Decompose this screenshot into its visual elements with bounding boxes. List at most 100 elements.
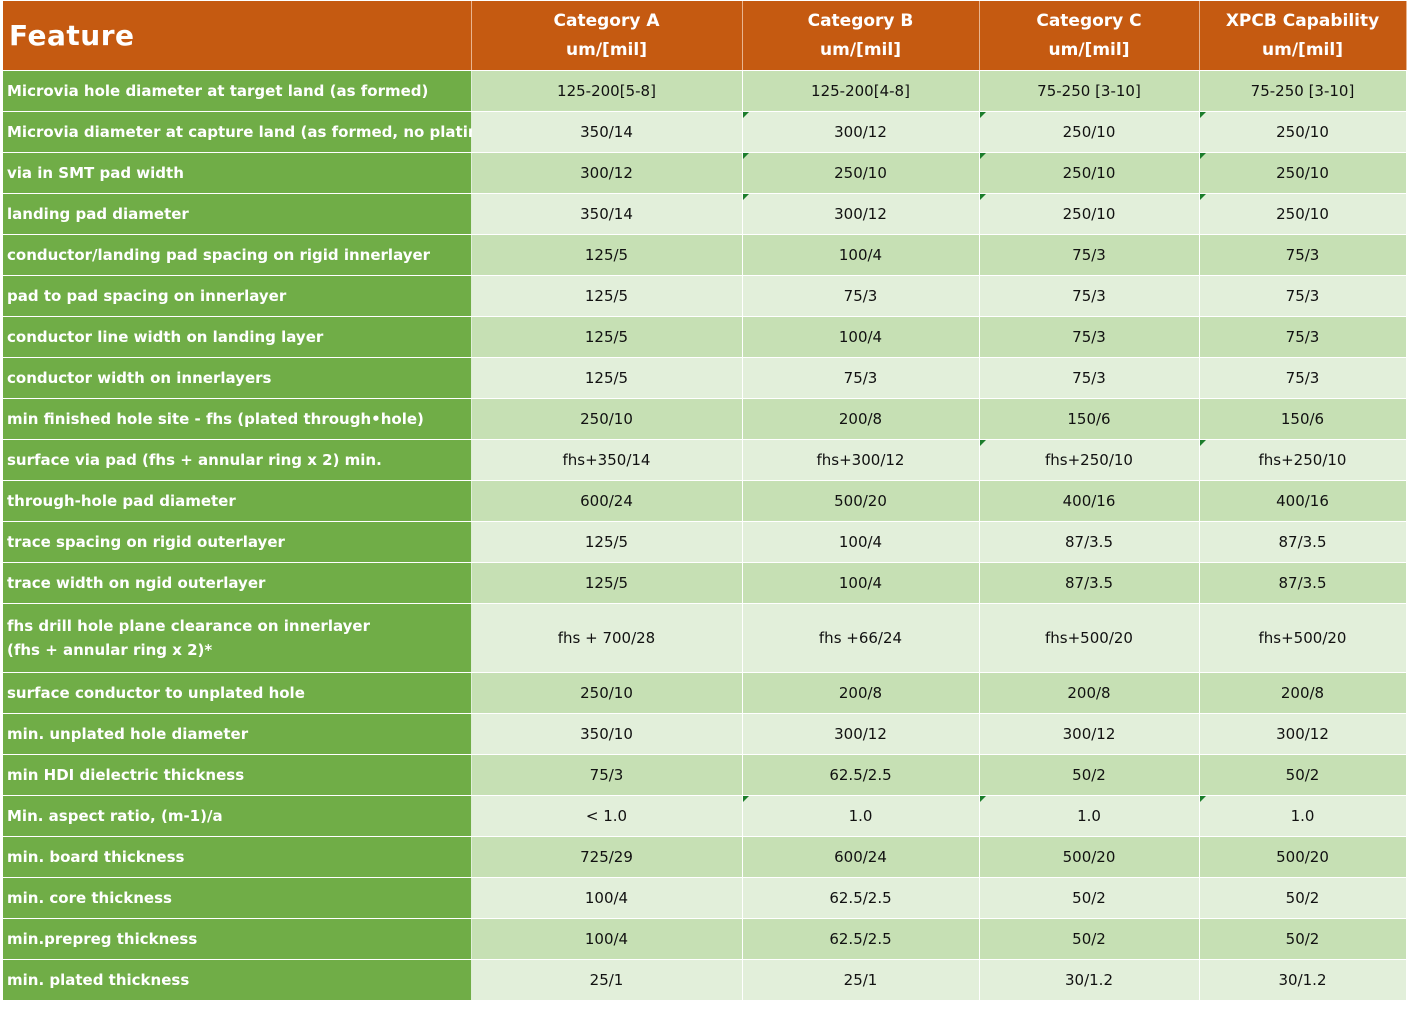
feature-cell[interactable]: Microvia hole diameter at target land (a… [3, 70, 472, 112]
value-cell-category-c[interactable]: 75/3 [979, 316, 1200, 358]
value-cell-category-c[interactable]: 75-250 [3-10] [979, 70, 1200, 112]
value-cell-category-a[interactable]: 125/5 [471, 521, 743, 563]
cell-comment-triangle-icon[interactable] [742, 194, 749, 200]
value-cell-category-b[interactable]: 100/4 [742, 316, 980, 358]
value-cell-category-b[interactable]: fhs +66/24 [742, 603, 980, 673]
value-cell-category-a[interactable]: 125-200[5-8] [471, 70, 743, 112]
value-cell-category-c[interactable]: 50/2 [979, 754, 1200, 796]
value-cell-category-a[interactable]: 600/24 [471, 480, 743, 522]
feature-cell[interactable]: trace spacing on rigid outerlayer [3, 521, 472, 563]
value-cell-category-c[interactable]: 50/2 [979, 918, 1200, 960]
cell-comment-triangle-icon[interactable] [979, 112, 986, 118]
feature-cell[interactable]: min. plated thickness [3, 959, 472, 1001]
feature-cell[interactable]: surface conductor to unplated hole [3, 672, 472, 714]
value-cell-category-a[interactable]: 100/4 [471, 918, 743, 960]
value-cell-xpcb-capability[interactable]: 300/12 [1199, 713, 1407, 755]
value-cell-xpcb-capability[interactable]: fhs+250/10 [1199, 439, 1407, 481]
value-cell-xpcb-capability[interactable]: 75-250 [3-10] [1199, 70, 1407, 112]
value-cell-category-a[interactable]: 125/5 [471, 562, 743, 604]
feature-cell[interactable]: min.prepreg thickness [3, 918, 472, 960]
cell-comment-triangle-icon[interactable] [742, 153, 749, 159]
value-cell-xpcb-capability[interactable]: 200/8 [1199, 672, 1407, 714]
value-cell-category-c[interactable]: 75/3 [979, 234, 1200, 276]
value-cell-category-c[interactable]: 250/10 [979, 193, 1200, 235]
value-cell-xpcb-capability[interactable]: 75/3 [1199, 234, 1407, 276]
feature-cell[interactable]: conductor width on innerlayers [3, 357, 472, 399]
value-cell-xpcb-capability[interactable]: 75/3 [1199, 357, 1407, 399]
value-cell-category-b[interactable]: 300/12 [742, 193, 980, 235]
feature-cell[interactable]: conductor/landing pad spacing on rigid i… [3, 234, 472, 276]
cell-comment-triangle-icon[interactable] [742, 112, 749, 118]
cell-comment-triangle-icon[interactable] [979, 153, 986, 159]
feature-cell[interactable]: surface via pad (fhs + annular ring x 2)… [3, 439, 472, 481]
value-cell-category-b[interactable]: 62.5/2.5 [742, 754, 980, 796]
value-cell-xpcb-capability[interactable]: 250/10 [1199, 193, 1407, 235]
value-cell-category-b[interactable]: 600/24 [742, 836, 980, 878]
cell-comment-triangle-icon[interactable] [1199, 112, 1206, 118]
value-cell-category-a[interactable]: fhs+350/14 [471, 439, 743, 481]
value-cell-xpcb-capability[interactable]: 400/16 [1199, 480, 1407, 522]
cell-comment-triangle-icon[interactable] [979, 440, 986, 446]
value-cell-category-c[interactable]: 75/3 [979, 275, 1200, 317]
value-cell-xpcb-capability[interactable]: 250/10 [1199, 111, 1407, 153]
value-cell-category-a[interactable]: 125/5 [471, 316, 743, 358]
feature-cell[interactable]: trace width on ngid outerlayer [3, 562, 472, 604]
value-cell-category-a[interactable]: 125/5 [471, 234, 743, 276]
header-category-a[interactable]: Category A um/[mil] [471, 1, 743, 71]
value-cell-category-b[interactable]: 300/12 [742, 111, 980, 153]
value-cell-category-c[interactable]: 200/8 [979, 672, 1200, 714]
value-cell-xpcb-capability[interactable]: 87/3.5 [1199, 521, 1407, 563]
value-cell-category-a[interactable]: 350/14 [471, 111, 743, 153]
value-cell-category-c[interactable]: fhs+500/20 [979, 603, 1200, 673]
value-cell-category-a[interactable]: 75/3 [471, 754, 743, 796]
value-cell-category-b[interactable]: 75/3 [742, 275, 980, 317]
value-cell-category-b[interactable]: 200/8 [742, 672, 980, 714]
value-cell-xpcb-capability[interactable]: 30/1.2 [1199, 959, 1407, 1001]
value-cell-xpcb-capability[interactable]: 75/3 [1199, 275, 1407, 317]
value-cell-category-c[interactable]: 50/2 [979, 877, 1200, 919]
value-cell-category-c[interactable]: fhs+250/10 [979, 439, 1200, 481]
value-cell-category-b[interactable]: 25/1 [742, 959, 980, 1001]
feature-cell[interactable]: min. unplated hole diameter [3, 713, 472, 755]
value-cell-category-c[interactable]: 1.0 [979, 795, 1200, 837]
value-cell-category-b[interactable]: 100/4 [742, 521, 980, 563]
value-cell-category-b[interactable]: 125-200[4-8] [742, 70, 980, 112]
value-cell-category-a[interactable]: 125/5 [471, 275, 743, 317]
value-cell-category-b[interactable]: 75/3 [742, 357, 980, 399]
value-cell-category-a[interactable]: < 1.0 [471, 795, 743, 837]
feature-cell[interactable]: through-hole pad diameter [3, 480, 472, 522]
value-cell-category-a[interactable]: 725/29 [471, 836, 743, 878]
value-cell-category-a[interactable]: fhs + 700/28 [471, 603, 743, 673]
cell-comment-triangle-icon[interactable] [1199, 194, 1206, 200]
value-cell-category-c[interactable]: 75/3 [979, 357, 1200, 399]
value-cell-category-b[interactable]: 100/4 [742, 562, 980, 604]
value-cell-category-b[interactable]: fhs+300/12 [742, 439, 980, 481]
value-cell-category-c[interactable]: 30/1.2 [979, 959, 1200, 1001]
value-cell-category-b[interactable]: 62.5/2.5 [742, 918, 980, 960]
value-cell-xpcb-capability[interactable]: 250/10 [1199, 152, 1407, 194]
header-category-b[interactable]: Category B um/[mil] [742, 1, 980, 71]
value-cell-category-c[interactable]: 250/10 [979, 111, 1200, 153]
value-cell-category-c[interactable]: 87/3.5 [979, 562, 1200, 604]
value-cell-category-b[interactable]: 250/10 [742, 152, 980, 194]
value-cell-category-a[interactable]: 350/14 [471, 193, 743, 235]
cell-comment-triangle-icon[interactable] [1199, 796, 1206, 802]
header-feature[interactable]: Feature [3, 1, 472, 71]
feature-cell[interactable]: Microvia diameter at capture land (as fo… [3, 111, 496, 153]
feature-cell[interactable]: fhs drill hole plane clearance on innerl… [3, 603, 472, 673]
feature-cell[interactable]: min HDI dielectric thickness [3, 754, 472, 796]
value-cell-xpcb-capability[interactable]: 50/2 [1199, 754, 1407, 796]
feature-cell[interactable]: pad to pad spacing on innerlayer [3, 275, 472, 317]
value-cell-category-c[interactable]: 500/20 [979, 836, 1200, 878]
feature-cell[interactable]: landing pad diameter [3, 193, 472, 235]
value-cell-category-b[interactable]: 300/12 [742, 713, 980, 755]
value-cell-xpcb-capability[interactable]: 75/3 [1199, 316, 1407, 358]
header-category-c[interactable]: Category C um/[mil] [979, 1, 1200, 71]
value-cell-category-b[interactable]: 200/8 [742, 398, 980, 440]
value-cell-xpcb-capability[interactable]: fhs+500/20 [1199, 603, 1407, 673]
cell-comment-triangle-icon[interactable] [1199, 153, 1206, 159]
value-cell-category-b[interactable]: 100/4 [742, 234, 980, 276]
value-cell-xpcb-capability[interactable]: 50/2 [1199, 877, 1407, 919]
header-xpcb-capability[interactable]: XPCB Capability um/[mil] [1199, 1, 1407, 71]
value-cell-category-c[interactable]: 250/10 [979, 152, 1200, 194]
